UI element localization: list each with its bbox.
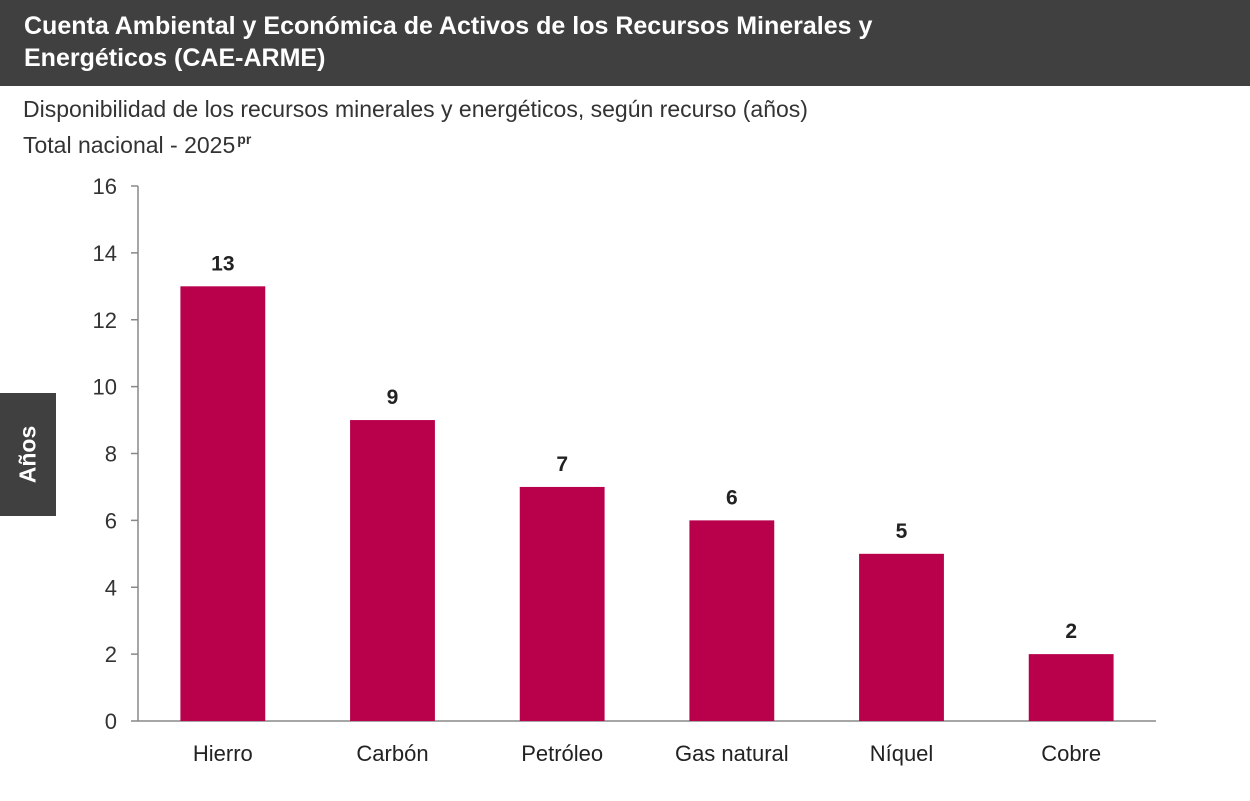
data-label: 9 xyxy=(387,386,399,409)
x-category-label: Gas natural xyxy=(675,741,789,766)
bar-1 xyxy=(180,286,266,721)
y-tick-label: 6 xyxy=(105,508,117,533)
subtitle-line-1: Disponibilidad de los recursos minerales… xyxy=(23,96,808,122)
header-bar: Cuenta Ambiental y Económica de Activos … xyxy=(0,0,1250,86)
x-category-label: Hierro xyxy=(193,741,253,766)
preliminary-marker: pr xyxy=(237,131,252,147)
chart-subtitle: Disponibilidad de los recursos minerales… xyxy=(23,94,808,160)
y-tick-label: 14 xyxy=(93,241,117,266)
data-label: 13 xyxy=(211,252,234,275)
x-category-label: Níquel xyxy=(870,741,934,766)
subtitle-scope: Total nacional - 2025 xyxy=(23,132,236,158)
y-tick-label: 16 xyxy=(93,174,117,199)
y-tick-label: 12 xyxy=(93,308,117,333)
y-axis-title-tab: Años xyxy=(0,393,56,516)
y-tick-label: 2 xyxy=(105,642,117,667)
page-title: Cuenta Ambiental y Económica de Activos … xyxy=(24,12,873,72)
x-category-label: Petróleo xyxy=(521,741,603,766)
data-label: 7 xyxy=(556,453,568,476)
y-tick-label: 4 xyxy=(105,575,117,600)
x-category-label: Carbón xyxy=(356,741,428,766)
bar-3 xyxy=(519,486,605,721)
y-tick-label: 0 xyxy=(105,709,117,734)
data-label: 2 xyxy=(1065,620,1077,643)
subtitle-line-2: Total nacional - 2025 pr xyxy=(23,124,808,160)
bar-5 xyxy=(859,553,944,721)
bar-4 xyxy=(689,520,775,721)
bar-6 xyxy=(1028,654,1114,721)
x-category-label: Cobre xyxy=(1041,741,1101,766)
bar-2 xyxy=(350,420,435,721)
data-label: 6 xyxy=(726,486,738,509)
y-tick-label: 10 xyxy=(93,375,117,400)
y-tick-label: 8 xyxy=(105,442,117,467)
data-label: 5 xyxy=(896,520,908,543)
